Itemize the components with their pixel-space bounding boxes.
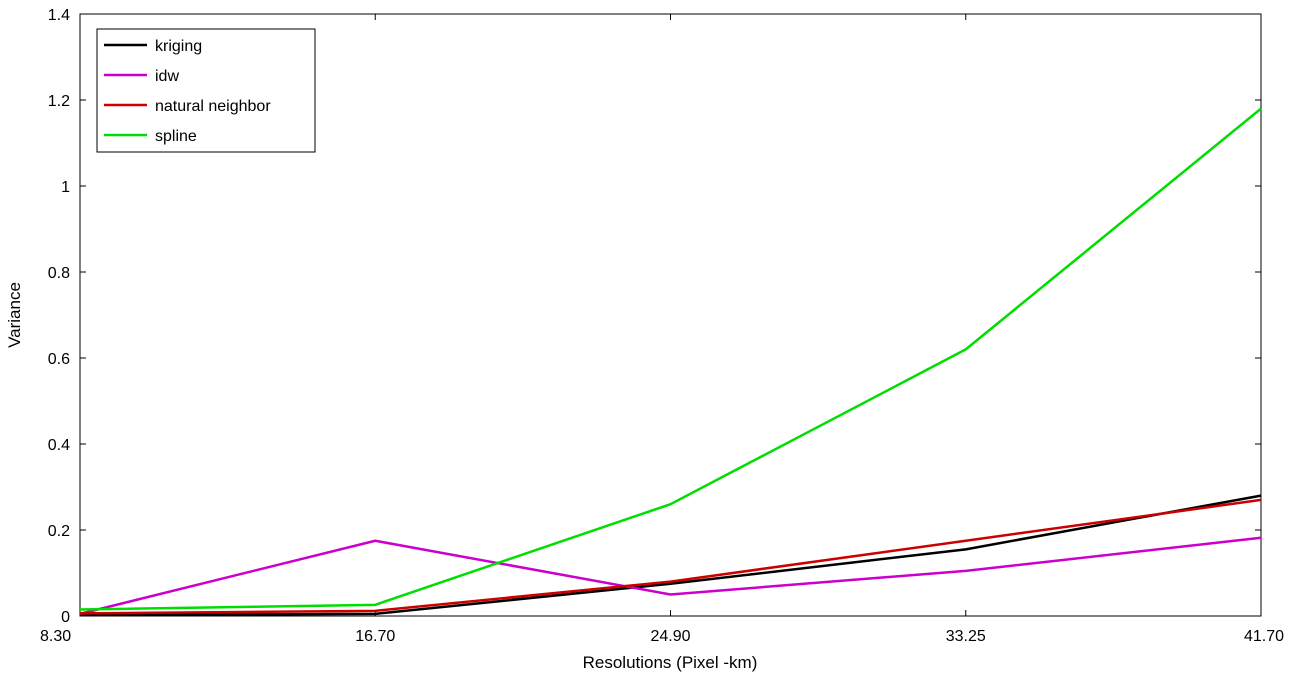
legend: kriging idw natural neighbor spline	[96, 28, 316, 153]
y-tick-label: 1.4	[48, 7, 70, 24]
y-tick-label: 0	[61, 609, 70, 626]
legend-label: spline	[155, 128, 197, 145]
x-axis-title: Resolutions (Pixel -km)	[583, 653, 758, 672]
x-tick-label: 33.25	[946, 628, 986, 645]
y-tick-label: 0.6	[48, 351, 70, 368]
legend-box	[96, 28, 316, 153]
legend-label: idw	[155, 68, 179, 85]
y-tick-label: 1	[61, 179, 70, 196]
y-axis: 0 0.2 0.4 0.6 0.8 1 1.2 1.4	[48, 7, 1261, 626]
y-tick-label: 0.2	[48, 523, 70, 540]
y-tick-label: 0.8	[48, 265, 70, 282]
y-axis-title: Variance	[5, 282, 24, 348]
y-tick-label: 1.2	[48, 93, 70, 110]
x-axis: 8.30 16.70 24.90 33.25 41.70	[40, 14, 1284, 645]
x-tick-label: 8.30	[40, 628, 71, 645]
x-tick-label: 16.70	[355, 628, 395, 645]
y-tick-label: 0.4	[48, 437, 70, 454]
legend-label: natural neighbor	[155, 98, 271, 115]
legend-label: kriging	[155, 38, 202, 55]
series-lines	[79, 107, 1262, 617]
x-tick-label: 41.70	[1244, 628, 1284, 645]
x-tick-label: 24.90	[650, 628, 690, 645]
